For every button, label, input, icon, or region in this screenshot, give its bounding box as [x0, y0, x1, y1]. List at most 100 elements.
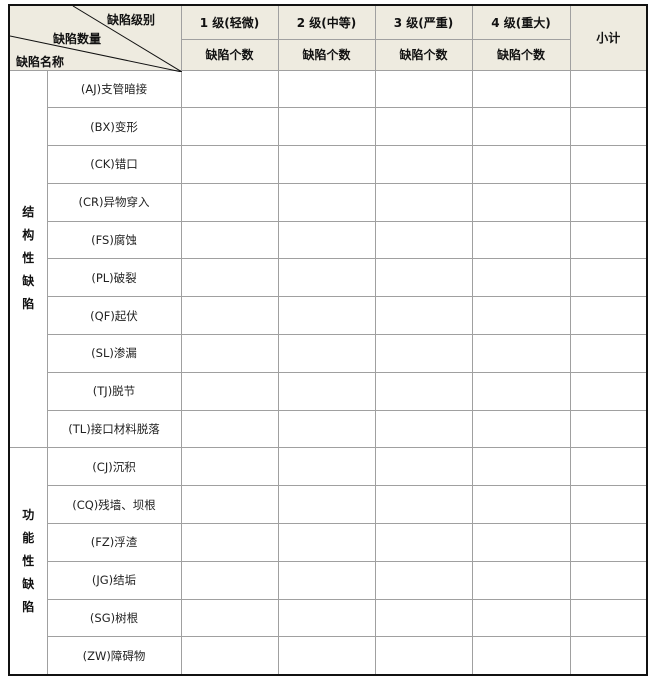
subtotal-cell[interactable] [569, 182, 648, 222]
grade-2-count-cell[interactable] [277, 296, 376, 336]
defect-name-cell: (AJ)支管暗接 [46, 69, 182, 109]
grade-3-count-cell[interactable] [374, 598, 473, 638]
grade-4-count-cell[interactable] [471, 636, 571, 676]
grade-4-count-cell[interactable] [471, 560, 571, 600]
defect-name-cell: (FS)腐蚀 [46, 220, 182, 260]
grade-4-header: 4 级(重大) [471, 4, 571, 40]
table-row: (CK)错口 [9, 145, 648, 184]
grade-3-count-cell[interactable] [374, 371, 473, 411]
table-row: (FS)腐蚀 [9, 220, 648, 260]
grade-2-count-cell[interactable] [277, 447, 376, 487]
grade-4-count-header: 缺陷个数 [471, 38, 571, 71]
grade-2-count-cell[interactable] [277, 485, 376, 525]
grade-2-count-cell[interactable] [277, 371, 376, 411]
grade-1-count-cell[interactable] [180, 258, 279, 298]
defect-name-cell: (BX)变形 [46, 107, 182, 147]
defect-name-cell: (CR)异物穿入 [46, 182, 182, 222]
subtotal-cell[interactable] [569, 220, 648, 260]
grade-3-count-cell[interactable] [374, 220, 473, 260]
grade-1-count-cell[interactable] [180, 107, 279, 147]
grade-4-count-cell[interactable] [471, 220, 571, 260]
subtotal-cell[interactable] [569, 334, 648, 373]
grade-3-count-header: 缺陷个数 [374, 38, 473, 71]
grade-2-count-cell[interactable] [277, 560, 376, 600]
grade-2-count-cell[interactable] [277, 107, 376, 147]
subtotal-cell[interactable] [569, 636, 648, 676]
grade-4-count-cell[interactable] [471, 371, 571, 411]
grade-1-count-cell[interactable] [180, 220, 279, 260]
subtotal-cell[interactable] [569, 296, 648, 336]
grade-2-count-cell[interactable] [277, 334, 376, 373]
grade-3-count-cell[interactable] [374, 485, 473, 525]
subtotal-cell[interactable] [569, 447, 648, 487]
subtotal-cell[interactable] [569, 107, 648, 147]
grade-3-count-cell[interactable] [374, 523, 473, 562]
grade-3-count-cell[interactable] [374, 145, 473, 184]
grade-1-count-cell[interactable] [180, 560, 279, 600]
defect-count-label: 缺陷数量 [53, 32, 102, 46]
grade-4-count-cell[interactable] [471, 523, 571, 562]
grade-1-count-cell[interactable] [180, 598, 279, 638]
subtotal-cell[interactable] [569, 371, 648, 411]
grade-3-count-cell[interactable] [374, 560, 473, 600]
defect-statistics-table: 缺陷级别 缺陷数量 缺陷名称 1 级(轻微) 2 级(中等) 3 级(严重) 4… [8, 4, 648, 676]
grade-1-count-cell[interactable] [180, 523, 279, 562]
grade-1-count-cell[interactable] [180, 69, 279, 109]
defect-name-cell: (SL)渗漏 [46, 334, 182, 373]
grade-1-count-cell[interactable] [180, 182, 279, 222]
grade-1-count-cell[interactable] [180, 145, 279, 184]
grade-2-count-cell[interactable] [277, 182, 376, 222]
corner-header-cell: 缺陷级别 缺陷数量 缺陷名称 [8, 4, 182, 72]
grade-4-count-cell[interactable] [471, 296, 571, 336]
subtotal-cell[interactable] [569, 409, 648, 449]
grade-1-count-cell[interactable] [180, 334, 279, 373]
category-char: 陷 [22, 297, 35, 312]
grade-4-count-cell[interactable] [471, 182, 571, 222]
grade-4-count-cell[interactable] [471, 69, 571, 109]
grade-4-count-cell[interactable] [471, 334, 571, 373]
category-char: 缺 [22, 576, 35, 591]
grade-2-count-cell[interactable] [277, 69, 376, 109]
subtotal-cell[interactable] [569, 485, 648, 525]
grade-3-count-cell[interactable] [374, 107, 473, 147]
grade-4-count-cell[interactable] [471, 145, 571, 184]
grade-2-count-cell[interactable] [277, 598, 376, 638]
grade-3-count-cell[interactable] [374, 182, 473, 222]
grade-2-count-cell[interactable] [277, 636, 376, 676]
category-char: 性 [22, 553, 35, 568]
grade-2-header: 2 级(中等) [277, 4, 376, 40]
grade-3-count-cell[interactable] [374, 258, 473, 298]
grade-1-count-cell[interactable] [180, 296, 279, 336]
subtotal-cell[interactable] [569, 598, 648, 638]
grade-1-count-cell[interactable] [180, 409, 279, 449]
grade-3-count-cell[interactable] [374, 409, 473, 449]
grade-3-count-cell[interactable] [374, 334, 473, 373]
grade-4-count-cell[interactable] [471, 485, 571, 525]
subtotal-cell[interactable] [569, 69, 648, 109]
grade-4-count-cell[interactable] [471, 447, 571, 487]
grade-2-count-cell[interactable] [277, 145, 376, 184]
grade-4-count-cell[interactable] [471, 598, 571, 638]
subtotal-cell[interactable] [569, 258, 648, 298]
grade-4-count-cell[interactable] [471, 258, 571, 298]
table-row: 功能性缺陷 (CJ)沉积 [8, 447, 648, 676]
grade-1-count-cell[interactable] [180, 636, 279, 676]
grade-2-count-cell[interactable] [277, 409, 376, 449]
grade-1-count-header: 缺陷个数 [180, 38, 279, 71]
subtotal-cell[interactable] [569, 145, 648, 184]
grade-2-count-cell[interactable] [277, 523, 376, 562]
category-char: 构 [22, 228, 35, 243]
grade-2-count-cell[interactable] [277, 258, 376, 298]
grade-4-count-cell[interactable] [471, 107, 571, 147]
grade-2-count-cell[interactable] [277, 220, 376, 260]
subtotal-cell[interactable] [569, 523, 648, 562]
grade-1-count-cell[interactable] [180, 371, 279, 411]
subtotal-cell[interactable] [569, 560, 648, 600]
grade-3-count-cell[interactable] [374, 69, 473, 109]
grade-4-count-cell[interactable] [471, 409, 571, 449]
grade-3-count-cell[interactable] [374, 447, 473, 487]
grade-1-count-cell[interactable] [180, 485, 279, 525]
grade-3-count-cell[interactable] [374, 296, 473, 336]
grade-3-count-cell[interactable] [374, 636, 473, 676]
grade-1-count-cell[interactable] [180, 447, 279, 487]
